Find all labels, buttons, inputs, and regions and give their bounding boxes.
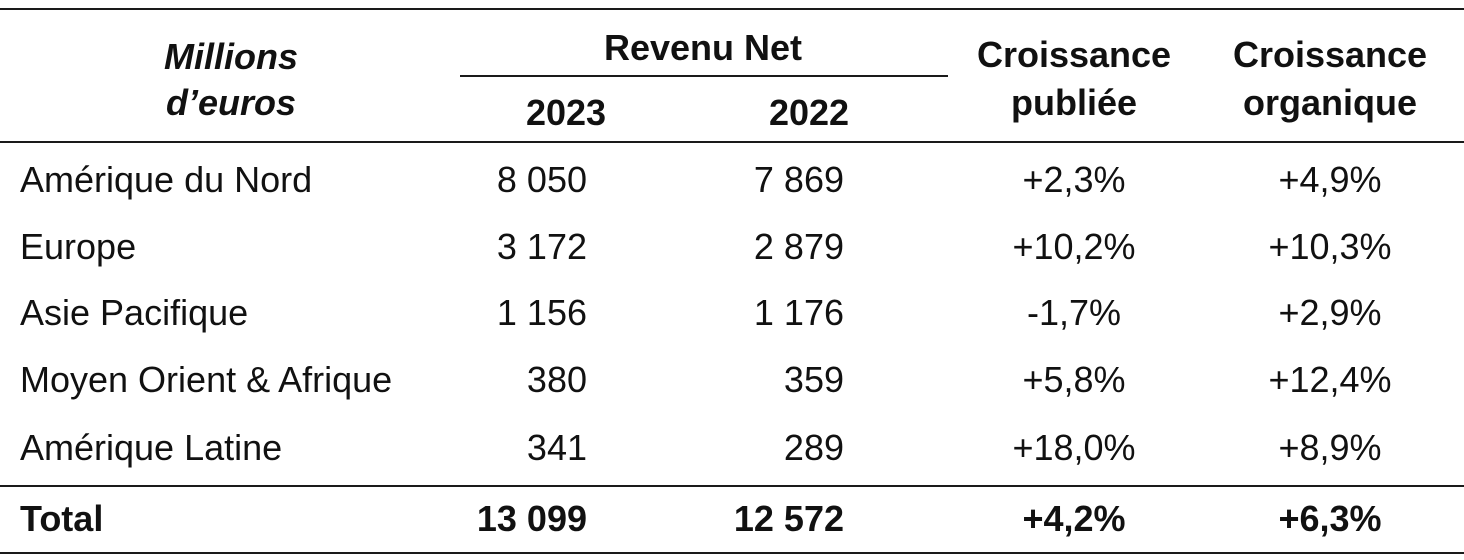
total-revenue-2022: 12 572 [733,498,844,539]
organic-growth-header-line2: organique [1242,82,1418,123]
total-top-rule [0,485,1464,487]
revenue-2023-cell: 8 050 [496,159,587,200]
table-bottom-rule [0,552,1464,554]
unit-label-line1: Millions [164,36,298,77]
total-reported-growth: +4,2% [1022,498,1126,539]
revenue-2022-cell: 7 869 [753,159,844,200]
year-2022-header: 2022 [768,92,850,133]
reported-growth-header-line1: Croissance [976,34,1172,75]
revenue-2022-cell: 2 879 [753,226,844,267]
revenue-group-underline [460,75,948,77]
total-label: Total [20,498,104,539]
region-cell: Amérique Latine [20,427,283,468]
organic-growth-cell: +8,9% [1278,427,1382,468]
revenue-2022-cell: 359 [783,359,844,400]
revenue-2022-cell: 289 [783,427,844,468]
unit-label-line2: d’euros [165,82,297,123]
region-cell: Europe [20,226,137,267]
revenue-2023-cell: 3 172 [496,226,587,267]
reported-growth-cell: -1,7% [1026,292,1122,333]
organic-growth-cell: +2,9% [1278,292,1382,333]
reported-growth-cell: +18,0% [1012,427,1136,468]
region-cell: Asie Pacifique [20,292,249,333]
reported-growth-cell: +10,2% [1012,226,1136,267]
region-cell: Moyen Orient & Afrique [20,359,393,400]
table-top-rule [0,8,1464,10]
revenue-group-header: Revenu Net [603,27,803,68]
total-organic-growth: +6,3% [1278,498,1382,539]
organic-growth-cell: +4,9% [1278,159,1382,200]
reported-growth-header-line2: publiée [1010,82,1138,123]
reported-growth-cell: +5,8% [1022,359,1126,400]
year-2023-header: 2023 [525,92,607,133]
reported-growth-cell: +2,3% [1022,159,1126,200]
revenue-2023-cell: 341 [526,427,587,468]
organic-growth-header-line1: Croissance [1232,34,1428,75]
total-revenue-2023: 13 099 [476,498,587,539]
revenue-2023-cell: 380 [526,359,587,400]
revenue-2022-cell: 1 176 [753,292,844,333]
organic-growth-cell: +10,3% [1268,226,1392,267]
revenue-2023-cell: 1 156 [496,292,587,333]
region-cell: Amérique du Nord [20,159,313,200]
organic-growth-cell: +12,4% [1268,359,1392,400]
header-bottom-rule [0,141,1464,143]
